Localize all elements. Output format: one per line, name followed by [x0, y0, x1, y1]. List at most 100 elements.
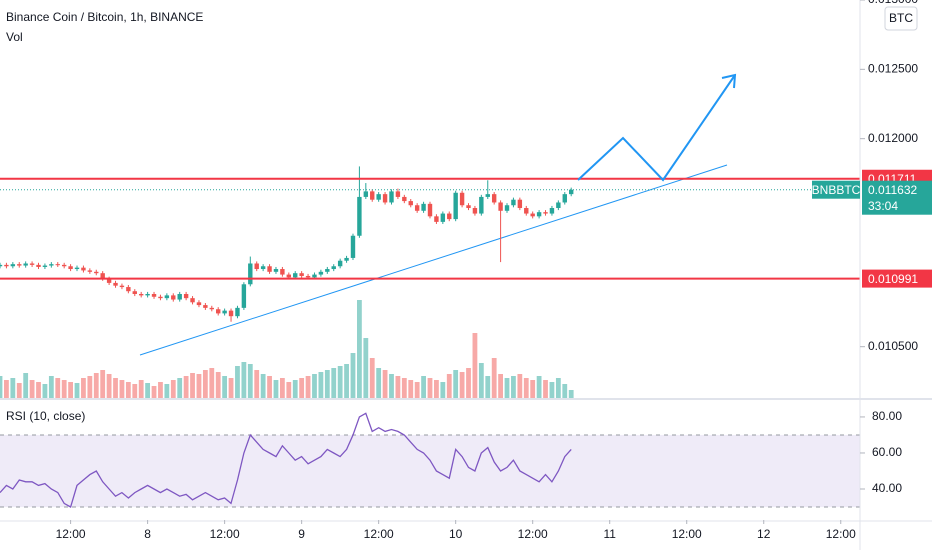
- candle-body: [459, 192, 465, 206]
- volume-bar: [68, 382, 73, 398]
- candle-body: [556, 202, 561, 209]
- volume-bar: [376, 368, 382, 398]
- candle-body: [389, 191, 394, 203]
- candle-body: [479, 196, 484, 214]
- last-price-label: 0.011632: [868, 183, 917, 197]
- candle-body: [235, 307, 240, 317]
- volume-bar: [260, 374, 266, 398]
- candle-body: [248, 263, 253, 285]
- countdown-label: 33:04: [868, 199, 898, 213]
- volume-bar: [0, 376, 3, 398]
- candle-body: [29, 263, 35, 265]
- candle-body: [183, 293, 189, 299]
- volume-bar: [369, 358, 375, 398]
- x-tick-label: 9: [298, 527, 305, 541]
- candle-body: [370, 191, 375, 200]
- volume-bar: [10, 378, 16, 398]
- candle-body: [549, 208, 555, 214]
- candle-body: [414, 205, 420, 211]
- volume-bar: [530, 380, 536, 398]
- volume-bar: [312, 374, 317, 398]
- overlays: [0, 177, 860, 280]
- candle-body: [530, 213, 535, 217]
- volume-bar: [491, 358, 497, 398]
- volume-bar: [235, 366, 240, 398]
- volume-bar: [517, 374, 523, 398]
- volume-bar: [100, 370, 106, 398]
- candle-body: [164, 295, 170, 299]
- currency-label[interactable]: BTC: [889, 11, 913, 25]
- volume-bar: [170, 380, 176, 398]
- symbol-box: [812, 180, 860, 199]
- x-tick-label: 12:00: [56, 527, 86, 541]
- candle-body: [222, 310, 227, 314]
- candle-body: [61, 264, 67, 267]
- volume-bar: [42, 384, 48, 398]
- volume-layer: [0, 300, 574, 398]
- candle-body: [241, 284, 247, 308]
- candle-body: [305, 275, 311, 278]
- rsi-line: [0, 412, 572, 508]
- candle-body: [145, 293, 150, 296]
- candle-body: [440, 213, 446, 222]
- volume-bar: [485, 376, 491, 398]
- volume-bar: [536, 376, 542, 398]
- arrow-head: [721, 73, 737, 89]
- candle-body: [524, 208, 529, 214]
- candle-body: [190, 298, 195, 303]
- candle-body: [434, 216, 439, 222]
- candle-body: [402, 196, 407, 202]
- rsi-tick-label: 40.00: [872, 481, 902, 495]
- volume-bar: [241, 362, 247, 398]
- candle-body: [23, 263, 28, 266]
- volume-bar: [222, 376, 228, 398]
- volume-bar: [55, 378, 61, 398]
- candle-body: [138, 293, 144, 296]
- x-tick-label: 12:00: [364, 527, 394, 541]
- volume-bar: [504, 378, 510, 398]
- volume-bar: [472, 333, 478, 398]
- candle-body: [491, 194, 497, 203]
- candle-body: [357, 196, 362, 236]
- candle-body: [293, 273, 298, 278]
- candle-body: [421, 203, 426, 211]
- volume-bar: [421, 376, 426, 398]
- volume-legend: Vol: [6, 30, 23, 44]
- x-tick-label: 12:00: [210, 527, 240, 541]
- candle-body: [260, 266, 266, 270]
- candle-body: [151, 293, 157, 297]
- x-tick-label: 10: [449, 527, 463, 541]
- currency-box[interactable]: [884, 6, 918, 31]
- volume-bar: [23, 373, 29, 398]
- volume-bar: [511, 376, 516, 398]
- volume-bar: [382, 370, 388, 398]
- candle-body: [216, 309, 221, 314]
- candle-body: [10, 264, 16, 267]
- volume-bar: [87, 376, 93, 398]
- candle-body: [42, 265, 48, 267]
- volume-bar: [318, 372, 324, 398]
- volume-bar: [549, 382, 555, 398]
- volume-bar: [292, 380, 298, 398]
- candle-body: [504, 205, 510, 211]
- candle-body: [132, 291, 137, 294]
- candle-body: [81, 267, 86, 271]
- volume-bar: [401, 378, 407, 398]
- volume-bar: [440, 382, 446, 398]
- x-tick-label: 12:00: [672, 527, 702, 541]
- candle-body: [395, 191, 401, 197]
- candle-body: [511, 199, 516, 206]
- candle-body: [100, 273, 105, 279]
- volume-bar: [48, 376, 54, 398]
- volume-bar: [81, 378, 86, 398]
- candle-body: [447, 213, 452, 220]
- volume-bar: [279, 378, 285, 398]
- x-tick-label: 12:00: [826, 527, 856, 541]
- volume-bar: [273, 380, 279, 398]
- volume-bar: [427, 378, 433, 398]
- volume-bar: [446, 374, 452, 398]
- volume-bar: [267, 376, 272, 398]
- candle-body: [36, 264, 41, 267]
- candle-body: [312, 274, 317, 278]
